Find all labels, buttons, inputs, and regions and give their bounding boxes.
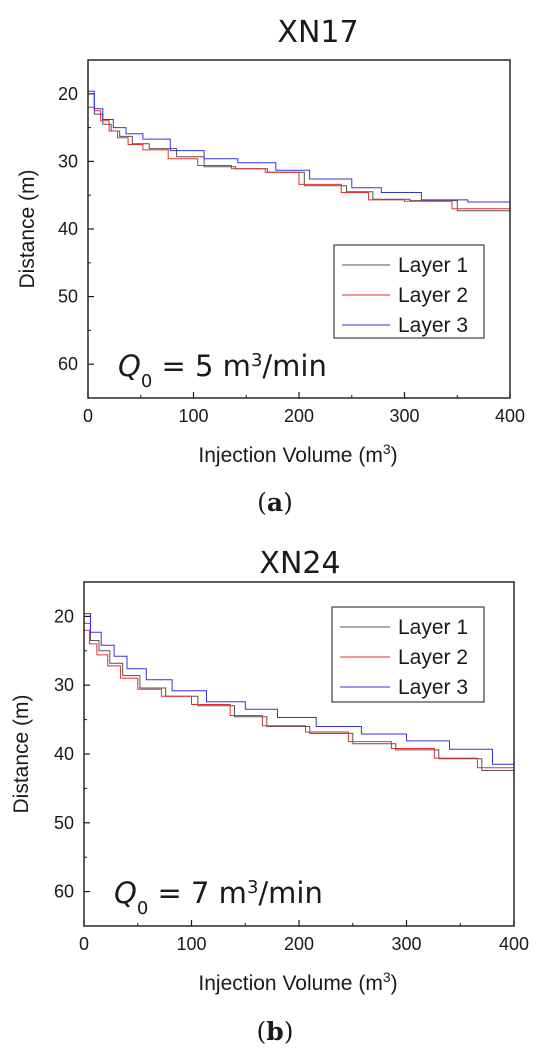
panel-caption: (b): [256, 1017, 293, 1046]
legend-box: [333, 244, 485, 339]
x-tick-label: 200: [284, 406, 314, 426]
y-tick-label: 30: [54, 675, 74, 695]
x-tick-label: 300: [391, 934, 421, 954]
legend-label-layer-3: Layer 3: [398, 314, 468, 337]
x-axis-label: Injection Volume (m3): [198, 969, 397, 995]
legend-label-layer-2: Layer 2: [398, 646, 468, 669]
x-axis-label: Injection Volume (m3): [198, 441, 397, 467]
legend-label-layer-2: Layer 2: [398, 284, 468, 307]
y-tick-label: 40: [54, 744, 74, 764]
panel-a: XN17 0 100 200 300 400 20 30 40 50 60 Distance (m…: [16, 15, 525, 517]
series-lines: [84, 613, 515, 782]
legend-label-layer-3: Layer 3: [398, 676, 468, 699]
panel-caption: (a): [257, 488, 293, 517]
tick-labels: 0 100 200 300 400 20 30 40 50 60: [54, 606, 529, 954]
legend-label-layer-1: Layer 1: [398, 254, 468, 277]
tick-labels: 0 100 200 300 400 20 30 40 50 60: [58, 84, 525, 426]
legend-label-layer-1: Layer 1: [398, 616, 468, 639]
y-tick-label: 60: [54, 882, 74, 902]
y-tick-label: 40: [58, 219, 78, 239]
series-line-layer-1: [84, 622, 515, 782]
x-tick-label: 0: [83, 406, 93, 426]
chart-title: XN17: [277, 15, 358, 50]
x-tick-label: 400: [495, 406, 525, 426]
legend-box: [331, 606, 485, 703]
y-tick-label: 60: [58, 354, 78, 374]
series-lines: [88, 90, 511, 215]
x-tick-label: 100: [178, 406, 208, 426]
x-tick-label: 300: [389, 406, 419, 426]
series-line-layer-2: [84, 629, 515, 779]
y-tick-label: 30: [58, 151, 78, 171]
legend: Layer 1 Layer 2 Layer 3: [331, 606, 485, 703]
chart-title: XN24: [259, 546, 340, 581]
x-tick-label: 0: [79, 934, 89, 954]
y-axis-label: Distance (m): [10, 694, 33, 813]
series-line-layer-2: [88, 106, 511, 215]
plot-frame: [83, 581, 515, 927]
panel-b: XN24 0 100 200 300 400 20 30 40 50 60 Distance (m…: [10, 546, 529, 1046]
y-axis-label: Distance (m): [16, 169, 39, 288]
y-tick-label: 20: [58, 84, 78, 104]
x-tick-label: 100: [176, 934, 206, 954]
flow-rate-annotation: Q0 = 5 m3/min: [118, 349, 327, 392]
x-tick-label: 400: [499, 934, 529, 954]
x-tick-label: 200: [284, 934, 314, 954]
y-tick-label: 20: [54, 606, 74, 626]
flow-rate-annotation: Q0 = 7 m3/min: [114, 876, 323, 919]
legend: Layer 1 Layer 2 Layer 3: [333, 244, 485, 339]
series-line-layer-3: [88, 90, 511, 213]
series-line-layer-1: [88, 93, 511, 213]
y-tick-label: 50: [54, 813, 74, 833]
series-line-layer-3: [84, 613, 515, 772]
y-tick-label: 50: [58, 287, 78, 307]
plot-frame: [87, 59, 511, 399]
